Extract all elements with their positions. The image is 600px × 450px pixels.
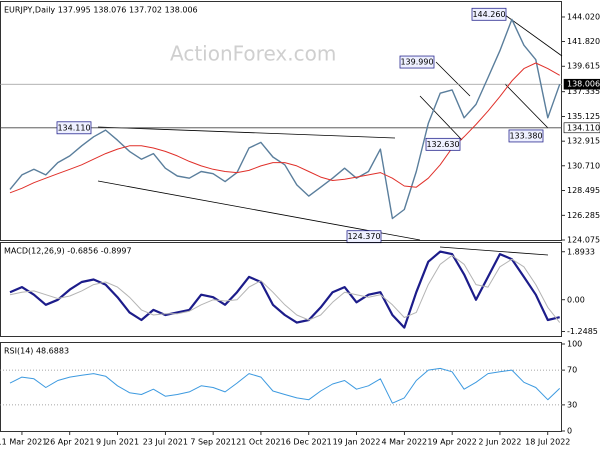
- y-tick-label: 141.820: [567, 37, 600, 46]
- trend-line: [504, 83, 549, 129]
- annotation-label: 144.260: [472, 10, 505, 19]
- series-line: [9, 367, 561, 404]
- annotation-box: [425, 137, 461, 151]
- panel-title: EURJPY,Daily 137.995 138.076 137.702 138…: [4, 6, 198, 15]
- price-marker-label: 138.006: [567, 80, 600, 89]
- y-tick-label: 1.8933: [567, 247, 595, 256]
- y-tick-label: 70: [567, 366, 577, 375]
- trend-lines: [97, 14, 563, 256]
- y-tick-label: 137.335: [567, 87, 600, 96]
- annotation-box: [56, 121, 92, 135]
- y-tick-label: 126.285: [567, 211, 600, 220]
- trend-line: [97, 180, 421, 241]
- annotation-box: [399, 55, 435, 69]
- trend-line: [504, 14, 563, 57]
- x-tick-label: 18 Jul 2022: [525, 438, 570, 447]
- y-tick-label: 0.00: [567, 295, 585, 304]
- series-line: [9, 18, 561, 220]
- annotation-label: 139.990: [400, 58, 433, 67]
- trend-line: [97, 126, 396, 139]
- annotation-label: 132.630: [426, 140, 459, 149]
- series-line: [9, 254, 561, 323]
- x-tick-label: 23 Jul 2021: [143, 438, 188, 447]
- watermark: ActionForex.com: [170, 42, 336, 66]
- panel-frame: [0, 1, 562, 241]
- y-tick-label: 30: [567, 400, 577, 409]
- y-tick-label: 0: [567, 427, 572, 436]
- annotation-box: [471, 7, 507, 21]
- panel-frame: [0, 342, 562, 432]
- x-tick-label: 7 Sep 2021: [190, 438, 236, 447]
- x-tick-label: 2 Jun 2022: [478, 438, 521, 447]
- price-marker: [563, 78, 600, 90]
- panel-title: MACD(12,26,9) -0.6856 -0.8997: [4, 247, 132, 256]
- y-tick-label: 100: [567, 340, 582, 349]
- x-tick-label: 19 Apr 2022: [427, 438, 476, 447]
- x-tick-label: 11 Mar 2021: [0, 438, 47, 447]
- panel-title: RSI(14) 48.6883: [4, 347, 69, 356]
- y-tick-label: 132.915: [567, 137, 600, 146]
- y-tick-label: 144.020: [567, 12, 600, 21]
- y-tick-label: 124.075: [567, 236, 600, 245]
- y-tick-label: 135.125: [567, 112, 600, 121]
- series-line: [9, 62, 560, 194]
- x-tick-label: 19 Jan 2022: [333, 438, 381, 447]
- panel-frame: [0, 242, 562, 337]
- trend-line: [435, 61, 471, 97]
- x-tick-label: 6 Dec 2021: [286, 438, 332, 447]
- annotation-label: 133.380: [509, 131, 542, 140]
- annotation-box: [508, 129, 544, 143]
- price-marker-label: 134.110: [567, 123, 600, 132]
- annotation-label: 124.370: [347, 232, 380, 241]
- x-tick-label: 9 Jun 2021: [96, 438, 139, 447]
- x-tick-label: 26 Apr 2021: [45, 438, 94, 447]
- x-tick-label: 4 Mar 2022: [382, 438, 428, 447]
- price-marker: [563, 122, 600, 134]
- y-tick-label: -1.2485: [567, 327, 598, 336]
- trend-line: [439, 246, 549, 256]
- y-tick-label: 128.495: [567, 186, 600, 195]
- trend-line: [419, 95, 463, 141]
- annotation-label: 134.110: [57, 123, 90, 132]
- y-tick-label: 139.615: [567, 62, 600, 71]
- y-tick-label: 130.710: [567, 161, 600, 170]
- x-tick-label: 21 Oct 2021: [236, 438, 285, 447]
